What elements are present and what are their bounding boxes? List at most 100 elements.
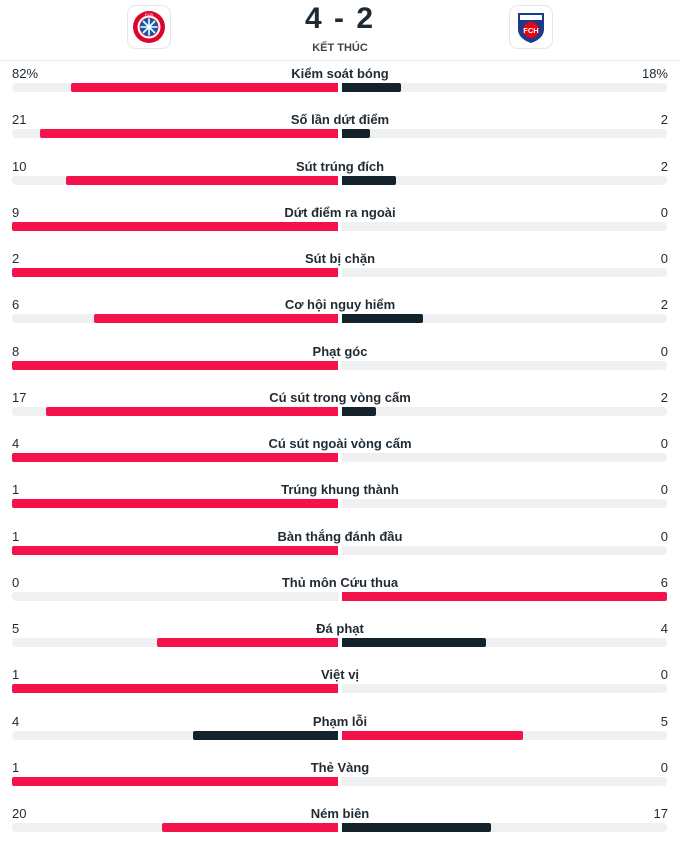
home-stat-bar [12, 499, 338, 509]
away-stat-track [342, 638, 667, 647]
away-team-logo[interactable]: FCH [510, 6, 552, 48]
stat-row: 20 Ném biên 17 [0, 801, 680, 847]
away-stat-bar [342, 314, 424, 324]
away-stat-track [342, 268, 667, 277]
away-stat-track [342, 314, 667, 324]
away-stat-value: 17 [653, 806, 668, 821]
stat-row: 1 Bàn thắng đánh đầu 0 [0, 524, 680, 570]
home-stat-bar [12, 684, 338, 694]
home-stat-bar [12, 453, 338, 462]
home-stat-track [12, 129, 338, 139]
home-stat-bar [70, 83, 338, 92]
home-stat-value: 1 [12, 482, 20, 498]
stat-name: Sút bị chặn [304, 251, 376, 266]
home-team-logo[interactable]: FCB [128, 6, 170, 48]
away-stat-bar [342, 638, 487, 647]
home-stat-track [12, 545, 338, 555]
away-stat-value: 0 [660, 667, 668, 683]
home-stat-bar [12, 268, 338, 277]
home-stat-bar [161, 823, 338, 832]
stat-name: Kiểm soát bóng [291, 66, 389, 81]
stat-name: Cú sút ngoài vòng cấm [268, 436, 412, 451]
home-stat-bar [12, 545, 338, 555]
home-stat-value: 1 [12, 759, 20, 775]
away-stat-value: 2 [660, 297, 668, 313]
home-stat-track [12, 175, 338, 185]
stat-row: 4 Cú sút ngoài vòng cấm 0 [0, 431, 680, 477]
away-stat-value: 0 [660, 204, 668, 220]
away-stat-track [342, 776, 667, 786]
home-stat-track [12, 268, 338, 277]
away-stat-bar [342, 591, 667, 601]
home-stat-track [12, 83, 338, 92]
match-header: FCB 4 - 2 KẾT THÚC FCH [0, 0, 680, 61]
away-stat-track [342, 730, 667, 740]
home-stat-track [12, 730, 338, 740]
stat-name: Thẻ Vàng [310, 759, 370, 775]
home-stat-track [12, 453, 338, 462]
away-stat-track [342, 499, 667, 509]
stat-row: 1 Trúng khung thành 0 [0, 477, 680, 523]
stat-name: Cơ hội nguy hiểm [284, 297, 396, 313]
away-stat-value: 0 [660, 482, 668, 498]
stat-row: 2 Sút bị chặn 0 [0, 246, 680, 292]
away-stat-value: 18% [641, 66, 668, 81]
home-stat-track [12, 638, 338, 647]
away-stat-value: 0 [660, 343, 668, 359]
svg-text:FCB: FCB [145, 12, 153, 17]
home-stat-track [12, 314, 338, 324]
away-stat-value: 0 [660, 759, 668, 775]
stat-name: Việt vị [320, 667, 360, 683]
home-stat-bar [93, 314, 338, 324]
home-stat-bar [12, 776, 338, 786]
stat-row: 17 Cú sút trong vòng cấm 2 [0, 385, 680, 431]
away-stat-bar [342, 406, 377, 416]
away-stat-bar [342, 83, 401, 92]
away-stat-value: 5 [660, 713, 668, 729]
stat-name: Thủ môn Cứu thua [281, 574, 399, 590]
home-stat-value: 4 [12, 436, 20, 451]
stat-name: Trúng khung thành [281, 482, 399, 498]
stat-row: 9 Dứt điểm ra ngoài 0 [0, 200, 680, 246]
home-stat-value: 10 [12, 158, 27, 174]
home-stat-track [12, 776, 338, 786]
stat-name: Sút trúng đích [295, 158, 385, 174]
home-stat-value: 20 [12, 806, 27, 821]
home-stat-track [12, 406, 338, 416]
away-stat-track [342, 591, 667, 601]
home-stat-bar [12, 221, 338, 231]
home-stat-bar [66, 175, 338, 185]
away-stat-bar [342, 730, 523, 740]
stat-row: 10 Sút trúng đích 2 [0, 154, 680, 200]
fc-bayern-munchen-crest-icon: FCB [133, 11, 165, 43]
stat-row: 0 Thủ môn Cứu thua 6 [0, 570, 680, 616]
home-stat-value: 17 [12, 389, 27, 405]
stat-row: 82% Kiểm soát bóng 18% [0, 61, 680, 107]
away-stat-track [342, 360, 667, 370]
away-stat-value: 4 [660, 621, 668, 636]
away-stat-value: 2 [660, 158, 668, 174]
fc-heidenheim-crest-icon: FCH [518, 13, 544, 43]
stat-row: 8 Phạt góc 0 [0, 339, 680, 385]
away-stat-track [342, 83, 667, 92]
home-stat-value: 6 [12, 297, 20, 313]
home-stat-value: 21 [12, 112, 27, 128]
stat-name: Phạt góc [312, 343, 368, 359]
away-stat-value: 2 [660, 389, 668, 405]
home-stat-value: 4 [12, 713, 20, 729]
home-stat-value: 1 [12, 667, 20, 683]
away-stat-value: 0 [660, 528, 668, 544]
stat-name: Số lần dứt điểm [290, 112, 390, 128]
home-stat-track [12, 591, 338, 601]
away-stat-track [342, 221, 667, 231]
stat-name: Đá phạt [316, 621, 364, 636]
away-stat-value: 0 [660, 251, 668, 266]
home-stat-track [12, 221, 338, 231]
home-stat-value: 9 [12, 204, 20, 220]
home-stat-track [12, 360, 338, 370]
home-stat-track [12, 499, 338, 509]
stat-row: 5 Đá phạt 4 [0, 616, 680, 662]
away-stat-track [342, 545, 667, 555]
stat-name: Dứt điểm ra ngoài [284, 204, 396, 220]
stat-row: 1 Việt vị 0 [0, 662, 680, 708]
